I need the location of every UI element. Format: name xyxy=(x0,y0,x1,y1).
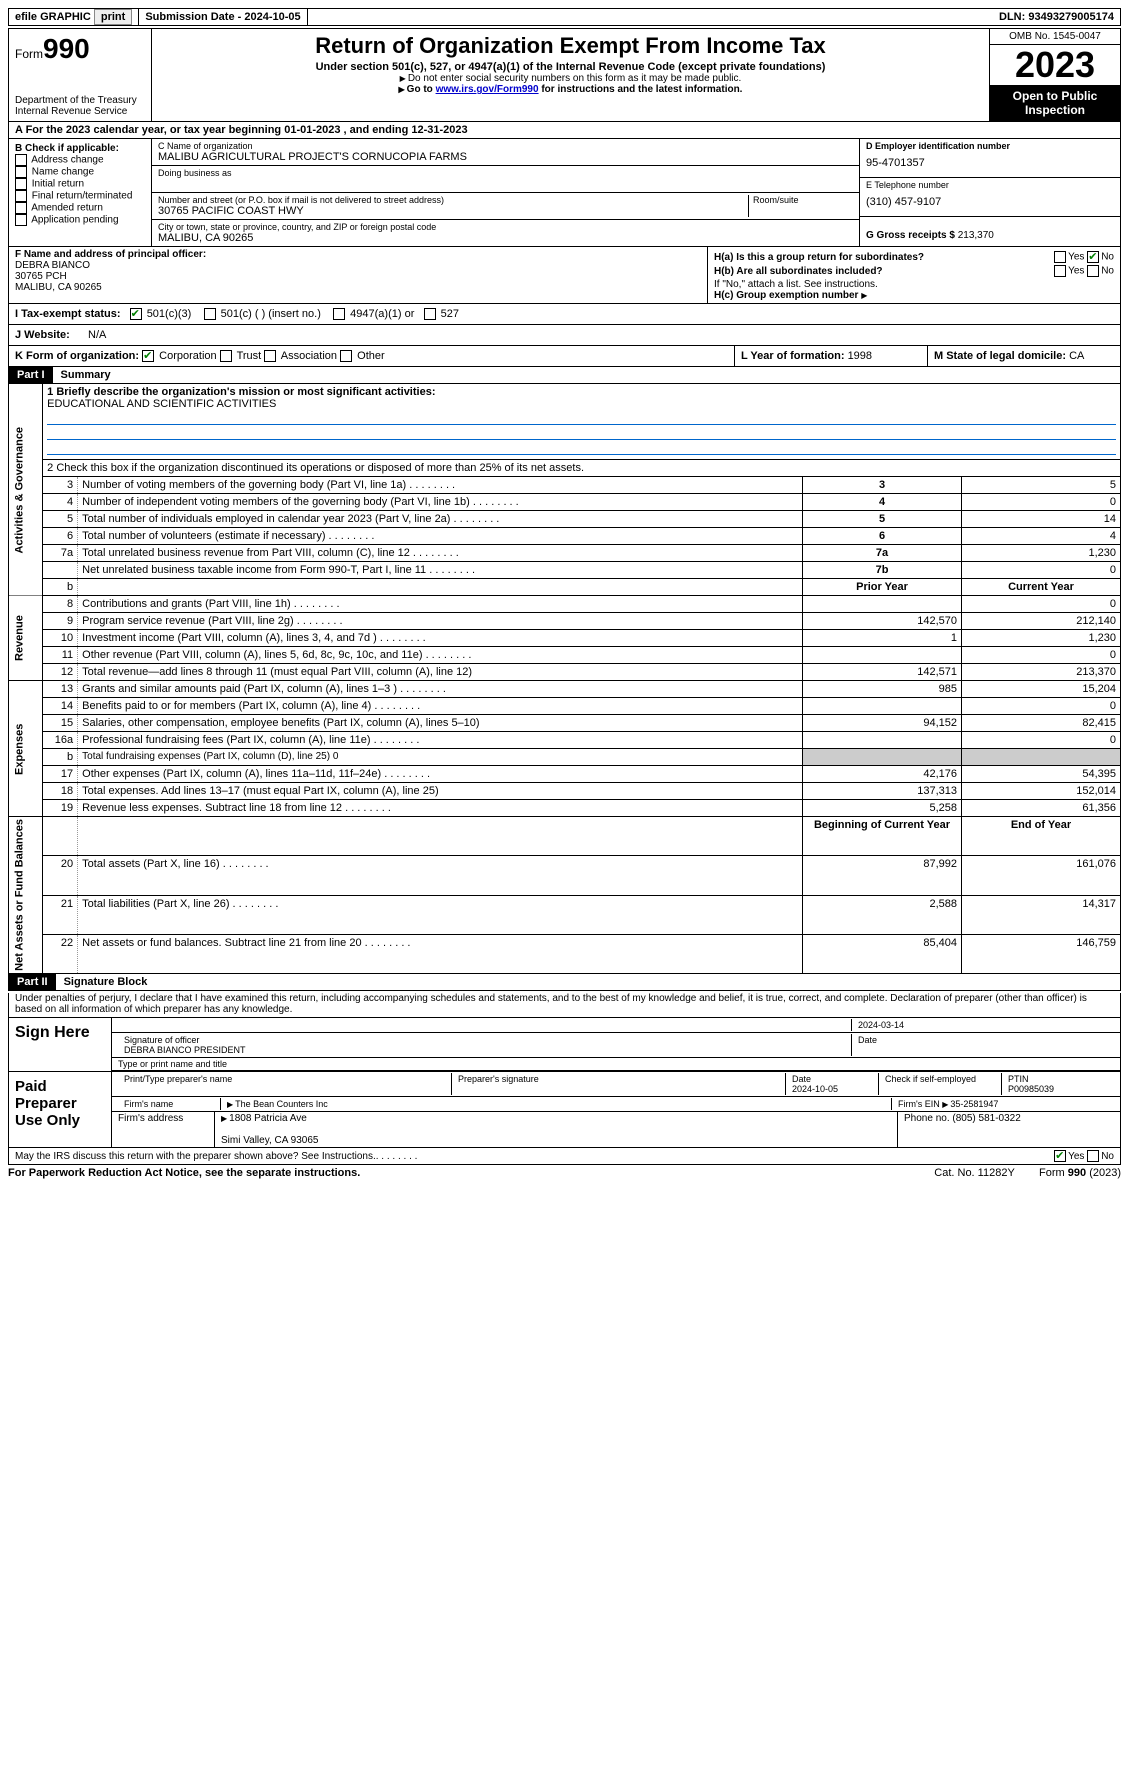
omb-number: OMB No. 1545-0047 xyxy=(990,29,1120,45)
org-street: 30765 PACIFIC COAST HWY xyxy=(158,205,748,217)
firm-name: The Bean Counters Inc xyxy=(220,1098,891,1110)
section-fh: F Name and address of principal officer:… xyxy=(8,247,1121,304)
chk-4947[interactable] xyxy=(333,308,345,320)
submission-date: Submission Date - 2024-10-05 xyxy=(139,9,307,25)
org-name: MALIBU AGRICULTURAL PROJECT'S CORNUCOPIA… xyxy=(158,151,853,163)
tax-year: 2023 xyxy=(990,45,1120,85)
chk-discuss-no[interactable] xyxy=(1087,1150,1099,1162)
efile-label: efile GRAPHIC print xyxy=(9,9,139,25)
irs-label: Internal Revenue Service xyxy=(15,106,145,117)
signature-block: Under penalties of perjury, I declare th… xyxy=(8,993,1121,1165)
chk-501c3[interactable] xyxy=(130,308,142,320)
chk-final-return[interactable] xyxy=(15,190,27,202)
ptin: P00985039 xyxy=(1008,1084,1054,1094)
part-ii-header: Part II Signature Block xyxy=(8,974,1121,991)
box-h: H(a) Is this a group return for subordin… xyxy=(708,247,1120,303)
irs-link[interactable]: www.irs.gov/Form990 xyxy=(436,84,539,95)
chk-other[interactable] xyxy=(340,350,352,362)
row-a-tax-year: A For the 2023 calendar year, or tax yea… xyxy=(8,122,1121,139)
sign-here-label: Sign Here xyxy=(9,1018,112,1071)
form-header: Form990 Department of the Treasury Inter… xyxy=(8,28,1121,122)
row-i: I Tax-exempt status: 501(c)(3) 501(c) ( … xyxy=(8,304,1121,325)
telephone: (310) 457-9107 xyxy=(866,190,1114,214)
box-deg: D Employer identification number95-47013… xyxy=(860,139,1120,246)
row-klm: K Form of organization: Corporation Trus… xyxy=(8,346,1121,367)
paid-preparer-label: Paid Preparer Use Only xyxy=(9,1072,112,1147)
firm-ein: 35-2581947 xyxy=(942,1099,998,1109)
ein: 95-4701357 xyxy=(866,151,1114,175)
summary-table: Activities & Governance 1 Briefly descri… xyxy=(8,384,1121,974)
dln: DLN: 93493279005174 xyxy=(993,9,1120,25)
org-city: MALIBU, CA 90265 xyxy=(158,232,853,244)
website: N/A xyxy=(88,329,106,341)
chk-discuss-yes[interactable] xyxy=(1054,1150,1066,1162)
ssn-note: Do not enter social security numbers on … xyxy=(158,73,983,84)
chk-amended-return[interactable] xyxy=(15,202,27,214)
top-bar: efile GRAPHIC print Submission Date - 20… xyxy=(8,8,1121,26)
section-net-assets: Net Assets or Fund Balances xyxy=(9,817,43,974)
dept-treasury: Department of the Treasury xyxy=(15,95,145,106)
chk-ha-no[interactable] xyxy=(1087,251,1099,263)
box-b: B Check if applicable: Address change Na… xyxy=(9,139,152,246)
chk-trust[interactable] xyxy=(220,350,232,362)
section-bcdeg: B Check if applicable: Address change Na… xyxy=(8,139,1121,247)
chk-assoc[interactable] xyxy=(264,350,276,362)
chk-corp[interactable] xyxy=(142,350,154,362)
section-revenue: Revenue xyxy=(9,596,43,681)
chk-hb-yes[interactable] xyxy=(1054,265,1066,277)
firm-phone: (805) 581-0322 xyxy=(952,1113,1020,1124)
state-domicile: CA xyxy=(1069,350,1084,362)
chk-application-pending[interactable] xyxy=(15,214,27,226)
page-footer: For Paperwork Reduction Act Notice, see … xyxy=(8,1167,1121,1179)
row-j: J Website: N/A xyxy=(8,325,1121,346)
chk-name-change[interactable] xyxy=(15,166,27,178)
box-f: F Name and address of principal officer:… xyxy=(9,247,708,303)
chk-527[interactable] xyxy=(424,308,436,320)
instructions-note: Go to www.irs.gov/Form990 for instructio… xyxy=(158,84,983,95)
chk-501c[interactable] xyxy=(204,308,216,320)
box-c: C Name of organizationMALIBU AGRICULTURA… xyxy=(152,139,860,246)
open-public-badge: Open to Public Inspection xyxy=(990,85,1120,121)
gross-receipts: 213,370 xyxy=(958,230,994,241)
perjury-statement: Under penalties of perjury, I declare th… xyxy=(15,993,1114,1015)
form-number: Form990 xyxy=(15,33,145,65)
form-title: Return of Organization Exempt From Incom… xyxy=(158,33,983,59)
section-expenses: Expenses xyxy=(9,681,43,817)
chk-initial-return[interactable] xyxy=(15,178,27,190)
chk-hb-no[interactable] xyxy=(1087,265,1099,277)
officer-name: DEBRA BIANCO xyxy=(15,260,90,271)
officer-sig: DEBRA BIANCO PRESIDENT xyxy=(124,1045,246,1055)
part-i-header: Part I Summary xyxy=(8,367,1121,384)
section-governance: Activities & Governance xyxy=(9,384,43,596)
year-formation: 1998 xyxy=(848,350,872,362)
chk-ha-yes[interactable] xyxy=(1054,251,1066,263)
form-subtitle: Under section 501(c), 527, or 4947(a)(1)… xyxy=(158,61,983,73)
print-button[interactable]: print xyxy=(94,9,132,25)
chk-address-change[interactable] xyxy=(15,154,27,166)
mission: EDUCATIONAL AND SCIENTIFIC ACTIVITIES xyxy=(47,398,276,410)
